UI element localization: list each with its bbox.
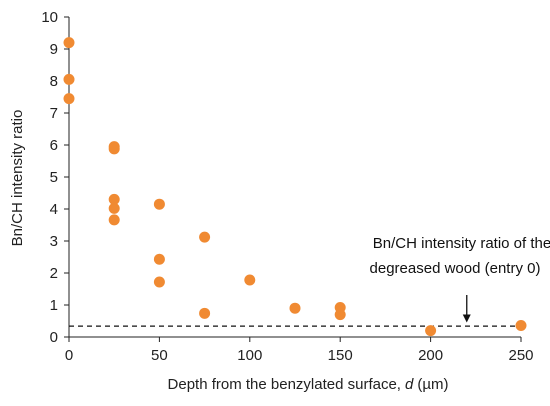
annotation-arrow-head — [462, 314, 471, 323]
x-tick-label: 200 — [418, 347, 443, 364]
x-tick-label: 50 — [151, 347, 168, 364]
x-tick-label: 100 — [237, 347, 262, 364]
data-point — [515, 319, 527, 331]
data-point — [153, 253, 165, 265]
y-tick-label: 8 — [50, 73, 58, 90]
data-point — [63, 93, 75, 105]
y-tick-label: 10 — [41, 9, 58, 26]
data-point — [153, 276, 165, 288]
data-point — [108, 193, 120, 205]
y-tick-label: 7 — [50, 105, 58, 122]
annotation-layer: Bn/CH intensity ratio of the degreased w… — [370, 235, 550, 323]
data-point — [199, 307, 211, 319]
y-axis: 0 1 2 3 4 5 6 7 8 9 10 — [41, 9, 70, 346]
y-tick-label: 9 — [50, 41, 58, 58]
data-point — [63, 37, 75, 49]
y-tick-label: 6 — [50, 137, 58, 154]
data-point — [153, 198, 165, 210]
x-axis-title-main: Depth from the benzylated surface, — [168, 376, 401, 393]
data-point — [334, 309, 346, 321]
data-point — [244, 274, 256, 286]
data-point — [289, 302, 301, 314]
data-points — [63, 37, 527, 337]
data-point — [108, 202, 120, 214]
y-tick-label: 0 — [50, 329, 58, 346]
y-tick-label: 1 — [50, 297, 58, 314]
x-tick-label: 150 — [328, 347, 353, 364]
annotation-line-2: degreased wood (entry 0) — [370, 260, 541, 277]
y-tick-label: 4 — [50, 201, 58, 218]
x-tick-label: 250 — [508, 347, 533, 364]
x-tick-label: 0 — [65, 347, 73, 364]
x-axis-title-variable: d — [405, 376, 414, 393]
y-tick-label: 2 — [50, 265, 58, 282]
x-axis: 0 50 100 150 200 250 — [65, 336, 534, 364]
y-tick-label: 3 — [50, 233, 58, 250]
y-tick-label: 5 — [50, 169, 58, 186]
data-point — [63, 73, 75, 85]
y-axis-title: Bn/CH intensity ratio — [9, 110, 26, 247]
data-point — [425, 325, 437, 337]
data-point — [108, 143, 120, 155]
data-point — [108, 214, 120, 226]
x-axis-title: Depth from the benzylated surface, d (µm) — [168, 376, 449, 393]
annotation-line-1: Bn/CH intensity ratio of the — [373, 235, 550, 252]
data-point — [199, 231, 211, 243]
x-axis-title-unit: (µm) — [417, 376, 448, 393]
